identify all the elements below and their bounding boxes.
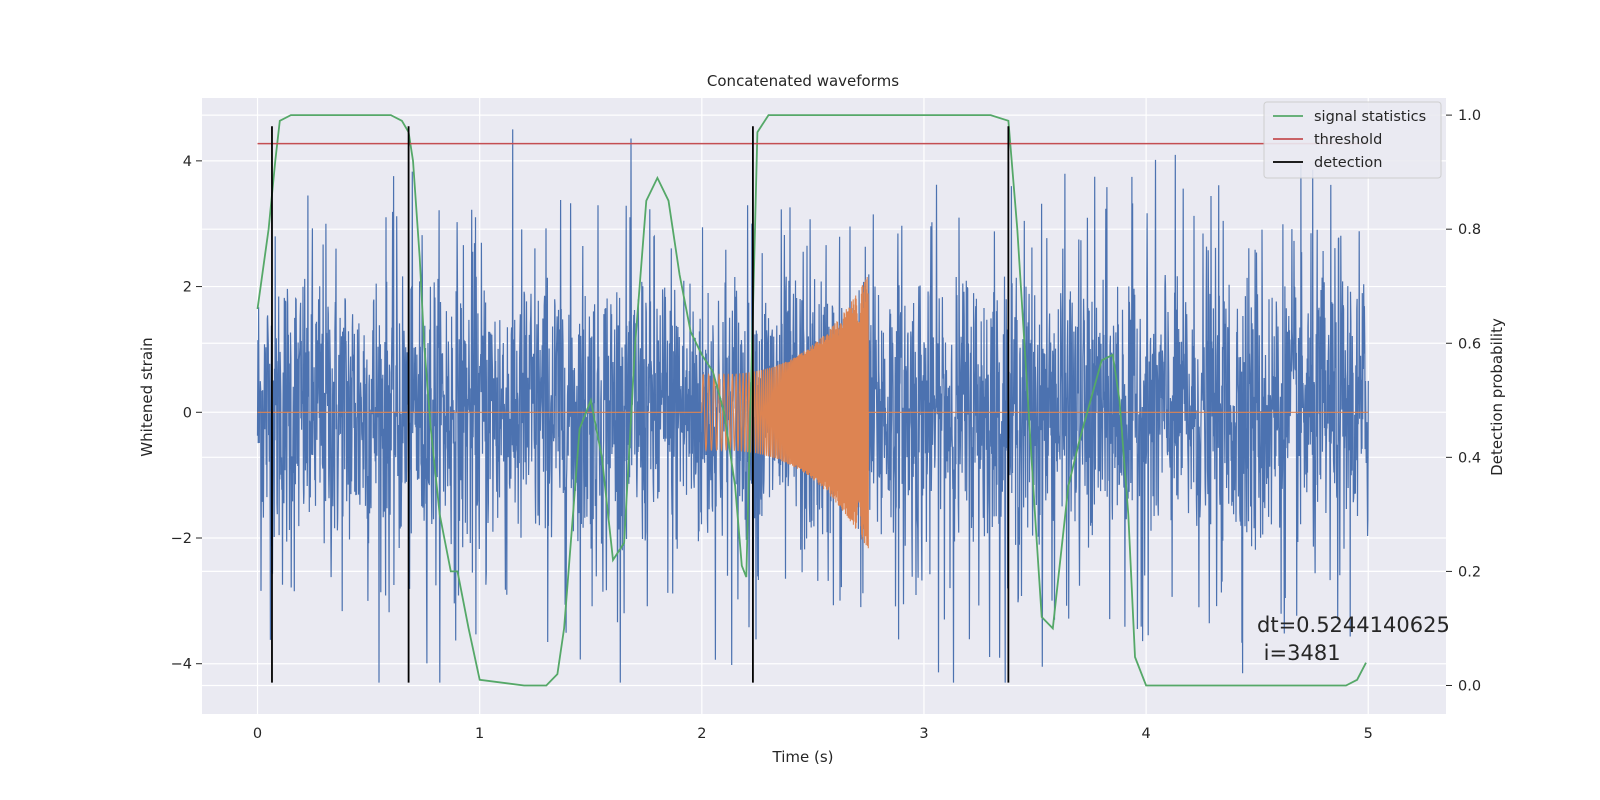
y-tick-label: 4	[183, 154, 192, 170]
annotation-index: i=3481	[1257, 641, 1341, 665]
y-tick-label: 0	[183, 405, 192, 421]
legend-box	[1263, 101, 1442, 179]
x-tick-label: 4	[1141, 726, 1150, 742]
x-ticks: 0 1 2 3 4 5	[253, 726, 1373, 742]
y-right-tick-label: 0.0	[1458, 678, 1481, 694]
legend: signal statistics threshold detection	[1263, 101, 1442, 179]
signal-statistics-series	[256, 114, 1367, 687]
legend-label-threshold: threshold	[1314, 132, 1382, 148]
y-axis-label: Whitened strain	[138, 337, 156, 456]
x-tick-label: 5	[1364, 726, 1373, 742]
y-tick-label: −2	[171, 531, 192, 547]
legend-label-detection: detection	[1314, 155, 1382, 171]
x-tick-label: 3	[919, 726, 928, 742]
legend-label-signal-statistics: signal statistics	[1314, 109, 1426, 125]
y-ticks: −4 −2 0 2 4	[171, 154, 202, 673]
detection-series	[271, 126, 1010, 683]
injected-chirp-series	[257, 276, 1369, 549]
y-right-tick-label: 0.2	[1458, 564, 1481, 580]
x-axis-label: Time (s)	[772, 748, 834, 766]
y-right-ticks: 0.0 0.2 0.4 0.6 0.8 1.0	[1446, 108, 1481, 694]
y-right-tick-label: 0.4	[1458, 450, 1481, 466]
y-right-tick-label: 0.6	[1458, 336, 1481, 352]
plot-content	[256, 114, 1369, 687]
chart-title: Concatenated waveforms	[707, 72, 899, 90]
x-tick-label: 1	[475, 726, 484, 742]
y-right-tick-label: 1.0	[1458, 108, 1481, 124]
y-tick-label: −4	[171, 657, 192, 673]
strain-series	[256, 129, 1369, 683]
x-tick-label: 0	[253, 726, 262, 742]
y-right-axis-label: Detection probability	[1488, 318, 1506, 476]
annotation-dt: dt=0.5244140625	[1257, 613, 1450, 637]
y-right-tick-label: 0.8	[1458, 222, 1481, 238]
y-tick-label: 2	[183, 280, 192, 296]
x-tick-label: 2	[697, 726, 706, 742]
